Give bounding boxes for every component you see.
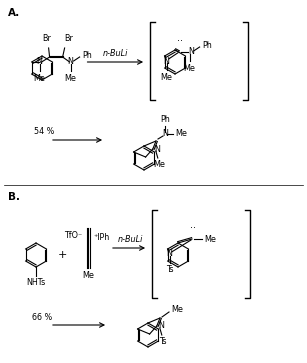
Text: ··: ·· (190, 223, 196, 233)
Text: N: N (154, 144, 160, 154)
Text: Me: Me (65, 74, 76, 83)
Text: Me: Me (184, 64, 196, 73)
Text: N: N (164, 57, 169, 65)
Text: N: N (37, 57, 43, 66)
Text: A.: A. (8, 8, 20, 18)
Text: n-BuLi: n-BuLi (103, 49, 128, 58)
Text: Me: Me (171, 306, 183, 314)
Text: Ts: Ts (166, 265, 173, 274)
Text: +: + (57, 250, 67, 260)
Text: Ts: Ts (159, 337, 167, 346)
Text: Ph: Ph (83, 50, 92, 60)
Text: N: N (162, 130, 168, 139)
Text: Me: Me (82, 271, 94, 280)
Text: N: N (167, 249, 173, 258)
Text: ··: ·· (177, 36, 183, 46)
Text: N: N (68, 57, 74, 66)
Text: Ph: Ph (203, 41, 212, 49)
Text: 54 %: 54 % (34, 127, 54, 136)
Text: Me: Me (175, 130, 187, 139)
Text: NHTs: NHTs (26, 278, 46, 287)
Text: N: N (158, 322, 164, 330)
Text: Me: Me (34, 74, 45, 83)
Text: Me: Me (161, 73, 173, 82)
Text: Me: Me (153, 160, 165, 169)
Text: Br: Br (42, 34, 51, 43)
Text: ⁺IPh: ⁺IPh (93, 232, 109, 241)
Text: Me: Me (204, 234, 216, 244)
Text: Ph: Ph (160, 115, 170, 124)
Text: Br: Br (64, 34, 73, 43)
Text: n-BuLi: n-BuLi (117, 236, 143, 245)
Text: 66 %: 66 % (32, 313, 52, 322)
Text: B.: B. (8, 192, 20, 202)
Text: TfO⁻: TfO⁻ (64, 231, 82, 240)
Text: N: N (188, 48, 194, 57)
